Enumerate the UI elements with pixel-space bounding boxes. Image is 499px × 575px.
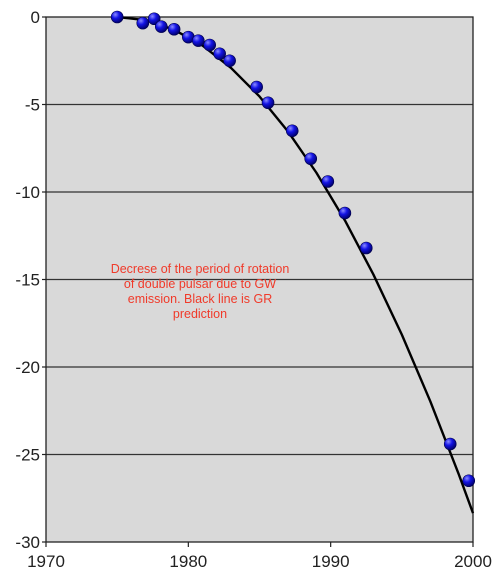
x-tick-label: 1990 [312, 552, 350, 571]
data-point [250, 80, 263, 94]
data-point [321, 175, 335, 188]
y-tick-label: -5 [25, 96, 40, 115]
data-points-layer [110, 10, 476, 488]
y-tick-label: 0 [31, 8, 40, 27]
data-point [147, 12, 161, 26]
data-point [261, 96, 275, 110]
y-tick-label: -30 [15, 533, 40, 552]
y-tick-label: -15 [15, 271, 40, 290]
data-point [213, 47, 226, 61]
plot-frame [45, 16, 474, 543]
x-tick-label: 2000 [454, 552, 492, 571]
y-tick-label: -10 [15, 183, 40, 202]
grid-lines [46, 103, 473, 456]
data-point [443, 437, 457, 451]
chart-annotation: Decrese of the period of rotation of dou… [110, 262, 290, 321]
data-point [338, 206, 352, 220]
data-point [167, 22, 181, 36]
data-point [154, 20, 168, 33]
x-tick-label: 1980 [169, 552, 207, 571]
data-point [304, 152, 318, 166]
x-tick-label: 1970 [27, 552, 65, 571]
data-point [285, 124, 299, 138]
data-point [110, 10, 124, 24]
data-point [359, 241, 373, 255]
data-point [191, 34, 205, 47]
data-point [462, 474, 476, 488]
data-point [203, 38, 216, 52]
y-tick-label: -25 [15, 446, 40, 465]
data-point [223, 54, 236, 68]
y-tick-label: -20 [15, 358, 40, 377]
data-point [136, 16, 150, 30]
